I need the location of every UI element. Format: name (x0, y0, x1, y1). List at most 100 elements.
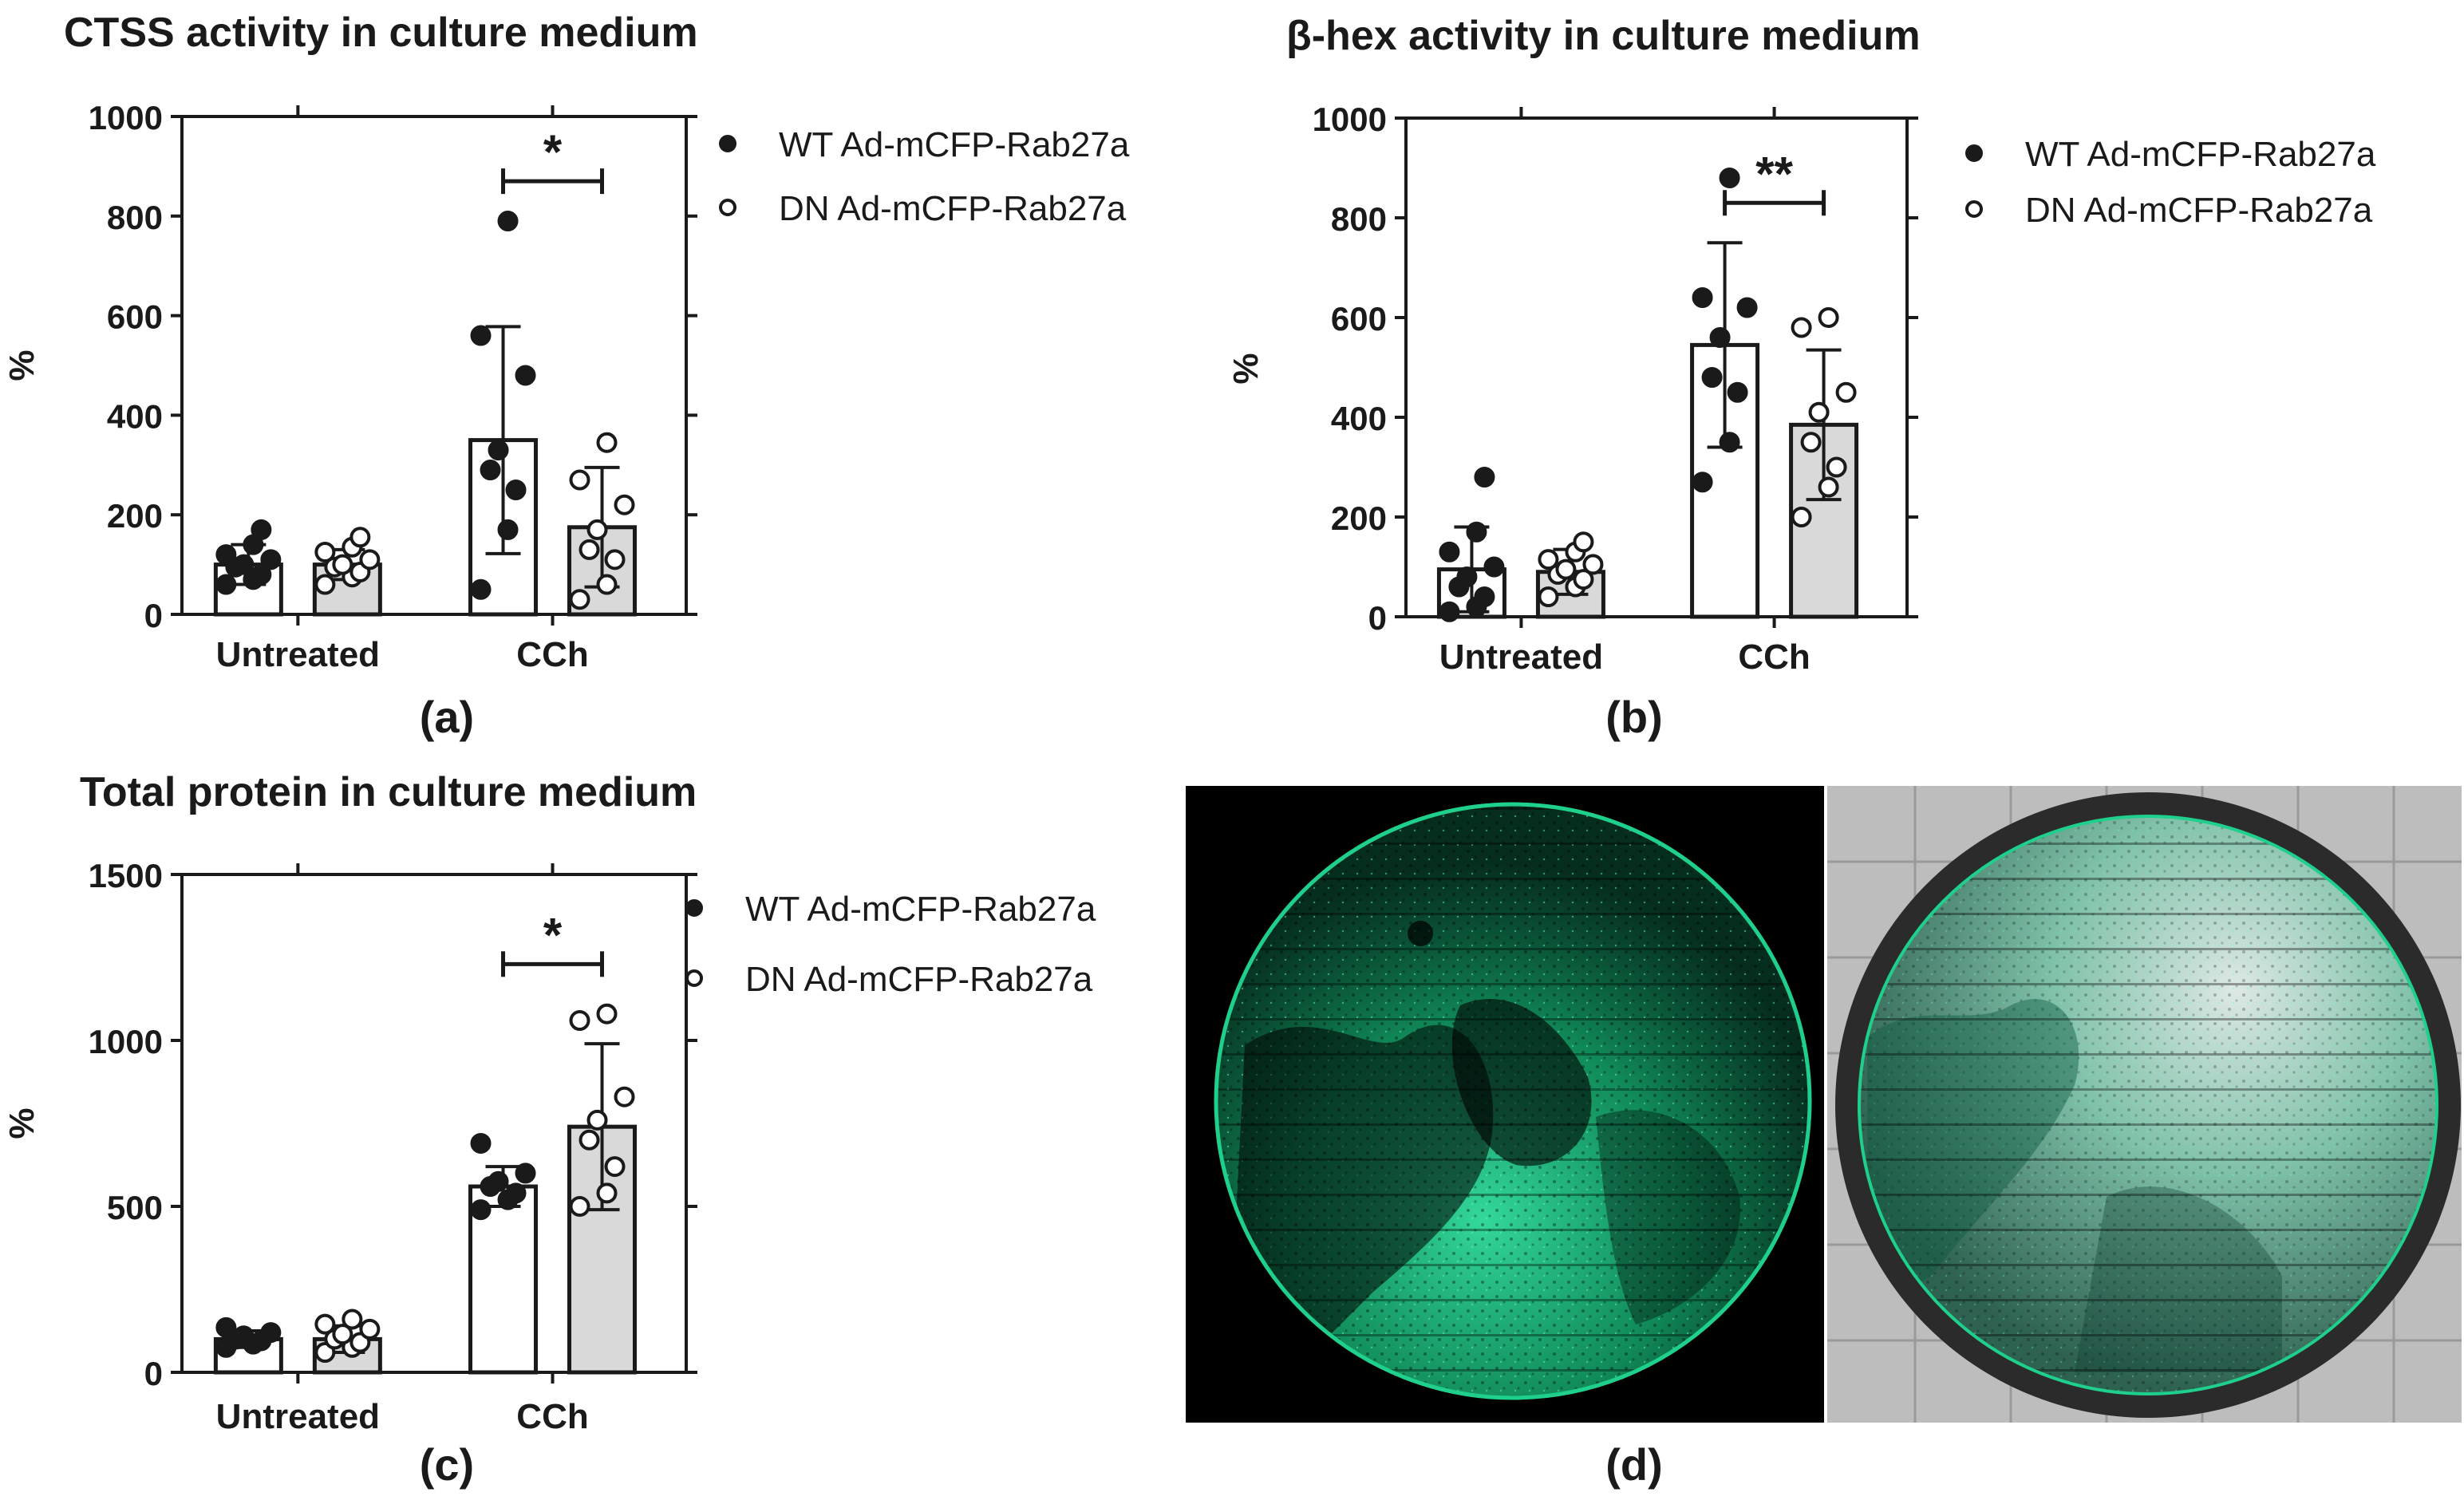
y-tick-label: 200 (107, 497, 163, 535)
legend-label-wt: WT Ad-mCFP-Rab27a (2025, 135, 2376, 174)
x-tick-label: CCh (516, 1397, 588, 1436)
data-point (314, 574, 336, 595)
data-point (1483, 556, 1505, 578)
data-point (470, 578, 492, 600)
data-point (1800, 432, 1822, 453)
fluorescence-image (1186, 786, 1824, 1423)
y-tick-label: 1000 (89, 99, 163, 136)
y-tick-label: 600 (107, 298, 163, 336)
data-point (578, 1129, 600, 1151)
y-tick-label: 600 (1331, 300, 1387, 338)
data-point (515, 1162, 536, 1184)
data-point (596, 1003, 618, 1024)
data-point (497, 519, 519, 540)
legend-label-dn: DN Ad-mCFP-Rab27a (779, 189, 1127, 228)
data-point (505, 480, 527, 500)
data-point (359, 1318, 381, 1340)
panel-label: (a) (420, 692, 474, 742)
data-point (1719, 432, 1740, 453)
microscopy-panel-d: (d) (1186, 786, 2462, 1490)
data-point (596, 1182, 618, 1204)
legend-label-dn: DN Ad-mCFP-Rab27a (2025, 191, 2373, 230)
y-tick-label: 1000 (89, 1023, 163, 1060)
data-point (569, 1196, 590, 1217)
data-point (1439, 541, 1460, 562)
data-point (251, 519, 272, 540)
y-tick-label: 200 (1331, 499, 1387, 537)
y-tick-label: 400 (107, 397, 163, 435)
legend-marker-dn (1965, 200, 1983, 218)
legend-marker-wt (1965, 144, 1983, 162)
data-point (314, 1313, 336, 1335)
legend-marker-wt (719, 135, 736, 152)
data-point (1818, 307, 1839, 328)
data-point (314, 542, 336, 562)
data-point (1826, 456, 1847, 478)
chart-panel-b: β-hex activity in culture medium 0 200 400 6… (1226, 13, 2376, 742)
significance-label: * (543, 125, 563, 179)
x-tick-label: Untreated (1439, 638, 1603, 677)
data-point (586, 519, 608, 540)
significance-label: ** (1755, 147, 1793, 200)
legend: WT Ad-mCFP-Rab27a DN Ad-mCFP-Rab27a (1965, 135, 2376, 230)
data-point (349, 527, 371, 548)
data-point (1727, 381, 1748, 403)
data-point (470, 1199, 492, 1221)
x-tick-label: Untreated (216, 1397, 380, 1436)
y-axis-label: % (1226, 353, 1266, 384)
data-point (578, 539, 600, 560)
y-axis-label: % (2, 349, 41, 381)
y-tick-label: 0 (144, 1355, 163, 1392)
data-point (215, 1316, 237, 1338)
data-point (497, 211, 519, 232)
data-point (569, 469, 590, 491)
data-point (1791, 507, 1812, 527)
chart-title: CTSS activity in culture medium (64, 10, 698, 56)
data-point (1719, 168, 1740, 188)
chart-title: Total protein in culture medium (80, 769, 697, 815)
data-point (1555, 559, 1577, 580)
data-point (1474, 467, 1495, 488)
data-point (604, 549, 626, 570)
chart-panel-c: Total protein in culture medium 0 500 1000 1… (2, 769, 1096, 1490)
data-point (215, 574, 237, 595)
data-point (1582, 554, 1604, 575)
data-point (604, 1156, 626, 1178)
data-point (342, 1309, 363, 1330)
data-point (1466, 521, 1487, 543)
data-point (1439, 601, 1460, 622)
y-tick-label: 1500 (89, 857, 163, 894)
data-point (1538, 586, 1559, 607)
y-tick-label: 400 (1331, 400, 1387, 437)
panel-d-label: (d) (1605, 1439, 1663, 1490)
data-point (470, 1132, 492, 1154)
legend-label-wt: WT Ad-mCFP-Rab27a (745, 890, 1096, 929)
data-point (614, 1086, 635, 1107)
data-point (488, 440, 509, 461)
data-point (251, 564, 272, 586)
data-point (569, 1010, 590, 1032)
y-axis-label: % (2, 1107, 41, 1139)
x-tick-label: Untreated (216, 635, 380, 674)
data-point (470, 325, 492, 346)
y-tick-label: 0 (144, 597, 163, 634)
legend-marker-dn (685, 969, 703, 987)
data-point (505, 1182, 527, 1204)
data-point (215, 544, 237, 566)
data-point (1538, 549, 1559, 570)
data-point (332, 554, 353, 575)
x-tick-label: CCh (516, 635, 588, 674)
y-tick-label: 800 (1331, 200, 1387, 238)
legend-label-dn: DN Ad-mCFP-Rab27a (745, 960, 1093, 999)
x-tick-label: CCh (1738, 638, 1810, 677)
legend-marker-dn (719, 199, 736, 216)
data-point (480, 460, 501, 481)
legend: WT Ad-mCFP-Rab27a DN Ad-mCFP-Rab27a (685, 890, 1096, 999)
data-point (614, 494, 635, 515)
data-point (586, 1109, 608, 1131)
data-point (1818, 476, 1839, 498)
y-tick-label: 1000 (1313, 101, 1387, 138)
data-point (1709, 327, 1731, 348)
data-point (488, 1170, 509, 1192)
